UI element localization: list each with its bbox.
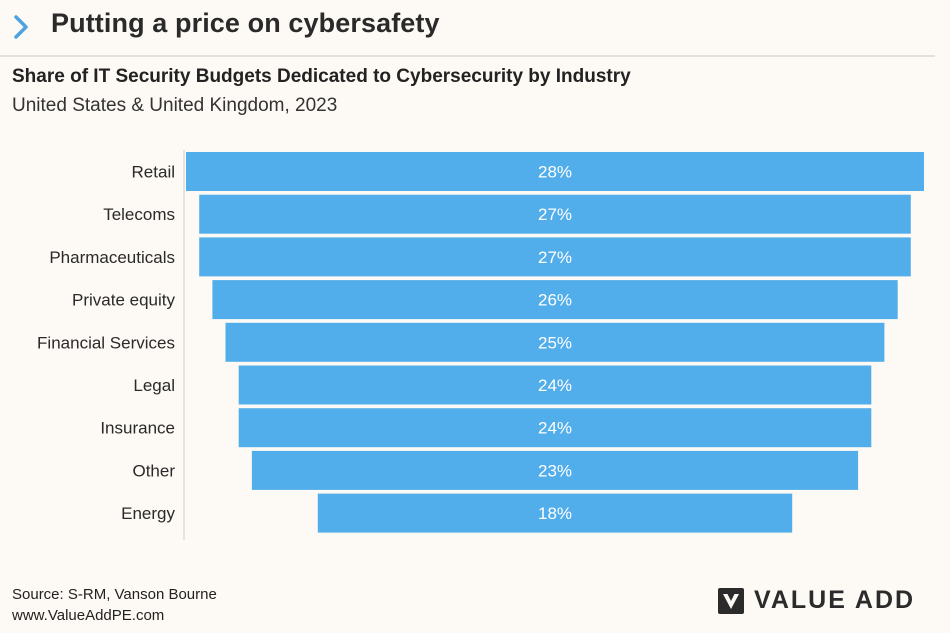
bar-retail [186,152,924,191]
chart-subtitle: United States & United Kingdom, 2023 [12,95,338,116]
category-label: Financial Services [37,333,175,352]
bar-telecoms [199,194,911,234]
category-label: Legal [133,376,175,395]
data-label: 18% [538,504,572,523]
bar-energy [317,493,793,533]
page-header: Putting a price on cybersafety [0,0,950,57]
header-divider [0,55,935,57]
footer-source: Source: S-RM, Vanson Bourne www.ValueAdd… [12,584,217,626]
data-label: 26% [538,291,572,310]
source-text: Source: S-RM, Vanson Bourne [12,586,217,603]
data-label: 28% [538,163,572,182]
bar-financial-services [225,322,885,362]
data-label: 25% [538,333,572,352]
category-label: Private equity [72,291,175,310]
category-label: Insurance [100,419,175,438]
website-link[interactable]: www.ValueAddPE.com [12,607,165,624]
data-label: 27% [538,248,572,267]
bar-insurance [238,408,872,448]
data-label: 23% [538,461,572,480]
page-title: Putting a price on cybersafety [51,8,440,38]
data-label: 24% [538,376,572,395]
chart-title: Share of IT Security Budgets Dedicated t… [12,66,631,87]
brand-logo: VALUE ADD [718,586,915,615]
category-label: Other [132,461,175,480]
brand-name: VALUE ADD [754,586,916,614]
value-add-logo-icon [718,587,744,614]
chevron-right-icon [14,15,28,39]
category-label: Telecoms [103,205,175,224]
bar-legal [238,365,872,405]
bar-private-equity [212,280,898,320]
data-label: 27% [538,205,572,224]
category-label: Energy [121,504,175,523]
data-label: 24% [538,419,572,438]
category-label: Retail [132,163,175,182]
bar-pharmaceuticals [199,237,911,277]
funnel-bar-chart: 28% Retail 27% Telecoms 27% Pharmaceuticals 26… [37,150,924,540]
bar-other [251,450,859,490]
category-label: Pharmaceuticals [49,248,175,267]
